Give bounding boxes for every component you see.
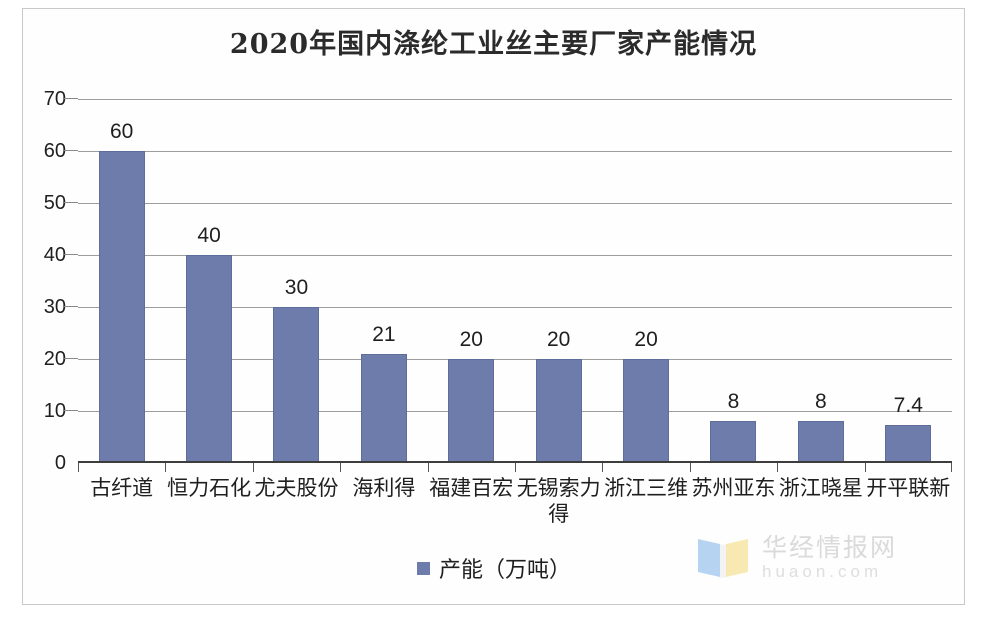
x-axis-category-label: 海利得 (352, 477, 416, 500)
y-axis-tick-mark (64, 306, 78, 307)
bars-layer: 60 40 30 21 20 20 20 8 8 7.4 (78, 99, 952, 463)
y-axis-tick-mark (64, 150, 78, 151)
x-axis-category-label: 浙江三维 (604, 477, 689, 500)
y-axis-tick-label: 30 (43, 296, 66, 318)
bar-slot: 7.4 (865, 99, 952, 463)
bar-value-label: 20 (634, 328, 658, 351)
bar[interactable] (98, 151, 145, 463)
x-axis-tick-mark (78, 463, 79, 472)
bar-slot: 8 (777, 99, 864, 463)
x-axis-category-label: 无锡索力得 (516, 477, 601, 527)
bar-value-label: 20 (459, 328, 483, 351)
bar-slot: 30 (253, 99, 340, 463)
y-axis-tick-label: 20 (43, 348, 66, 370)
x-axis-tick-mark (515, 463, 516, 472)
chart-title: 2020年国内涤纶工业丝主要厂家产能情况 (229, 29, 758, 60)
y-axis-tick-label: 0 (54, 452, 66, 474)
y-axis-tick-mark (64, 254, 78, 255)
x-axis-tick-mark (777, 463, 779, 472)
bar-value-label: 7.4 (893, 393, 923, 417)
x-axis-tick-mark (340, 463, 342, 472)
y-axis-tick-label: 50 (43, 192, 66, 214)
bar[interactable] (797, 421, 844, 463)
bar-value-label: 21 (372, 322, 396, 346)
legend-item-capacity[interactable]: 产能（万吨） (416, 552, 571, 584)
y-axis-tick-label: 70 (43, 88, 66, 110)
bar-value-label: 8 (727, 390, 740, 414)
bar-slot: 20 (602, 99, 689, 463)
y-axis-tick-mark (64, 98, 78, 99)
y-axis-tick-mark (64, 410, 78, 411)
bar-value-label: 20 (547, 328, 571, 351)
x-axis-category-label: 开平联新 (866, 477, 951, 500)
gridline (78, 359, 952, 360)
watermark: 华经情报网 huaon.com (694, 522, 944, 594)
gridline (78, 151, 952, 152)
bar-value-label: 8 (815, 390, 827, 414)
x-axis-category-label: 恒力石化 (167, 477, 252, 500)
bar[interactable] (360, 353, 407, 463)
watermark-en-text: huaon.com (762, 562, 883, 581)
y-axis-tick-label: 60 (43, 140, 66, 162)
x-axis-line (78, 461, 952, 463)
gridline (78, 203, 952, 204)
x-axis-category-label: 浙江晓星 (778, 477, 863, 500)
gridline (78, 99, 952, 100)
x-axis-category-label: 古纤道 (90, 477, 154, 500)
legend-swatch-icon (416, 561, 430, 575)
x-axis-tick-mark (602, 463, 604, 472)
bar[interactable] (186, 255, 233, 463)
bar[interactable] (885, 424, 932, 463)
y-axis-tick-mark (64, 358, 78, 359)
gridline (78, 255, 952, 256)
bar-value-label: 40 (197, 224, 221, 247)
plot-area: 70 60 50 40 30 20 10 0 60 40 30 21 20 20 20 8 8 7.4 (44, 89, 952, 473)
watermark-texts: 华经情报网 huaon.com (762, 534, 898, 581)
chart-frame (22, 8, 965, 605)
x-axis-tick-mark (951, 463, 952, 472)
chart-legend: 产能（万吨） (0, 552, 988, 584)
bar-value-label: 30 (284, 276, 309, 299)
x-axis-category-label: 苏州亚东 (691, 477, 776, 500)
bar[interactable] (448, 359, 495, 463)
bar-slot: 40 (165, 99, 252, 463)
bar[interactable] (535, 359, 582, 463)
x-axis-category-label: 福建百宏 (429, 477, 514, 500)
bar-slot: 20 (428, 99, 515, 463)
x-axis-tick-mark (252, 463, 254, 472)
x-axis-tick-mark (165, 463, 167, 472)
bar-slot: 20 (515, 99, 602, 463)
bar[interactable] (273, 307, 320, 463)
watermark-cn-text: 华经情报网 (762, 534, 898, 562)
bar-slot: 60 (78, 99, 165, 463)
gridline (78, 307, 952, 308)
bar[interactable] (710, 421, 757, 463)
y-axis-tick-mark (64, 202, 78, 203)
gridline (78, 411, 952, 412)
x-axis-tick-mark (689, 463, 691, 472)
bar-slot: 8 (690, 99, 777, 463)
bar-value-label: 60 (110, 120, 134, 143)
x-axis-tick-mark (427, 463, 429, 472)
bar-slot: 21 (340, 99, 427, 463)
y-axis-tick-label: 10 (43, 400, 66, 422)
x-axis-tick-mark (864, 463, 866, 472)
huaon-book-logo-icon (694, 535, 752, 581)
y-axis-tick-label: 40 (43, 244, 66, 266)
x-axis-category-label: 尤夫股份 (254, 477, 339, 500)
bar[interactable] (623, 359, 670, 463)
legend-item-label: 产能（万吨） (438, 557, 571, 582)
